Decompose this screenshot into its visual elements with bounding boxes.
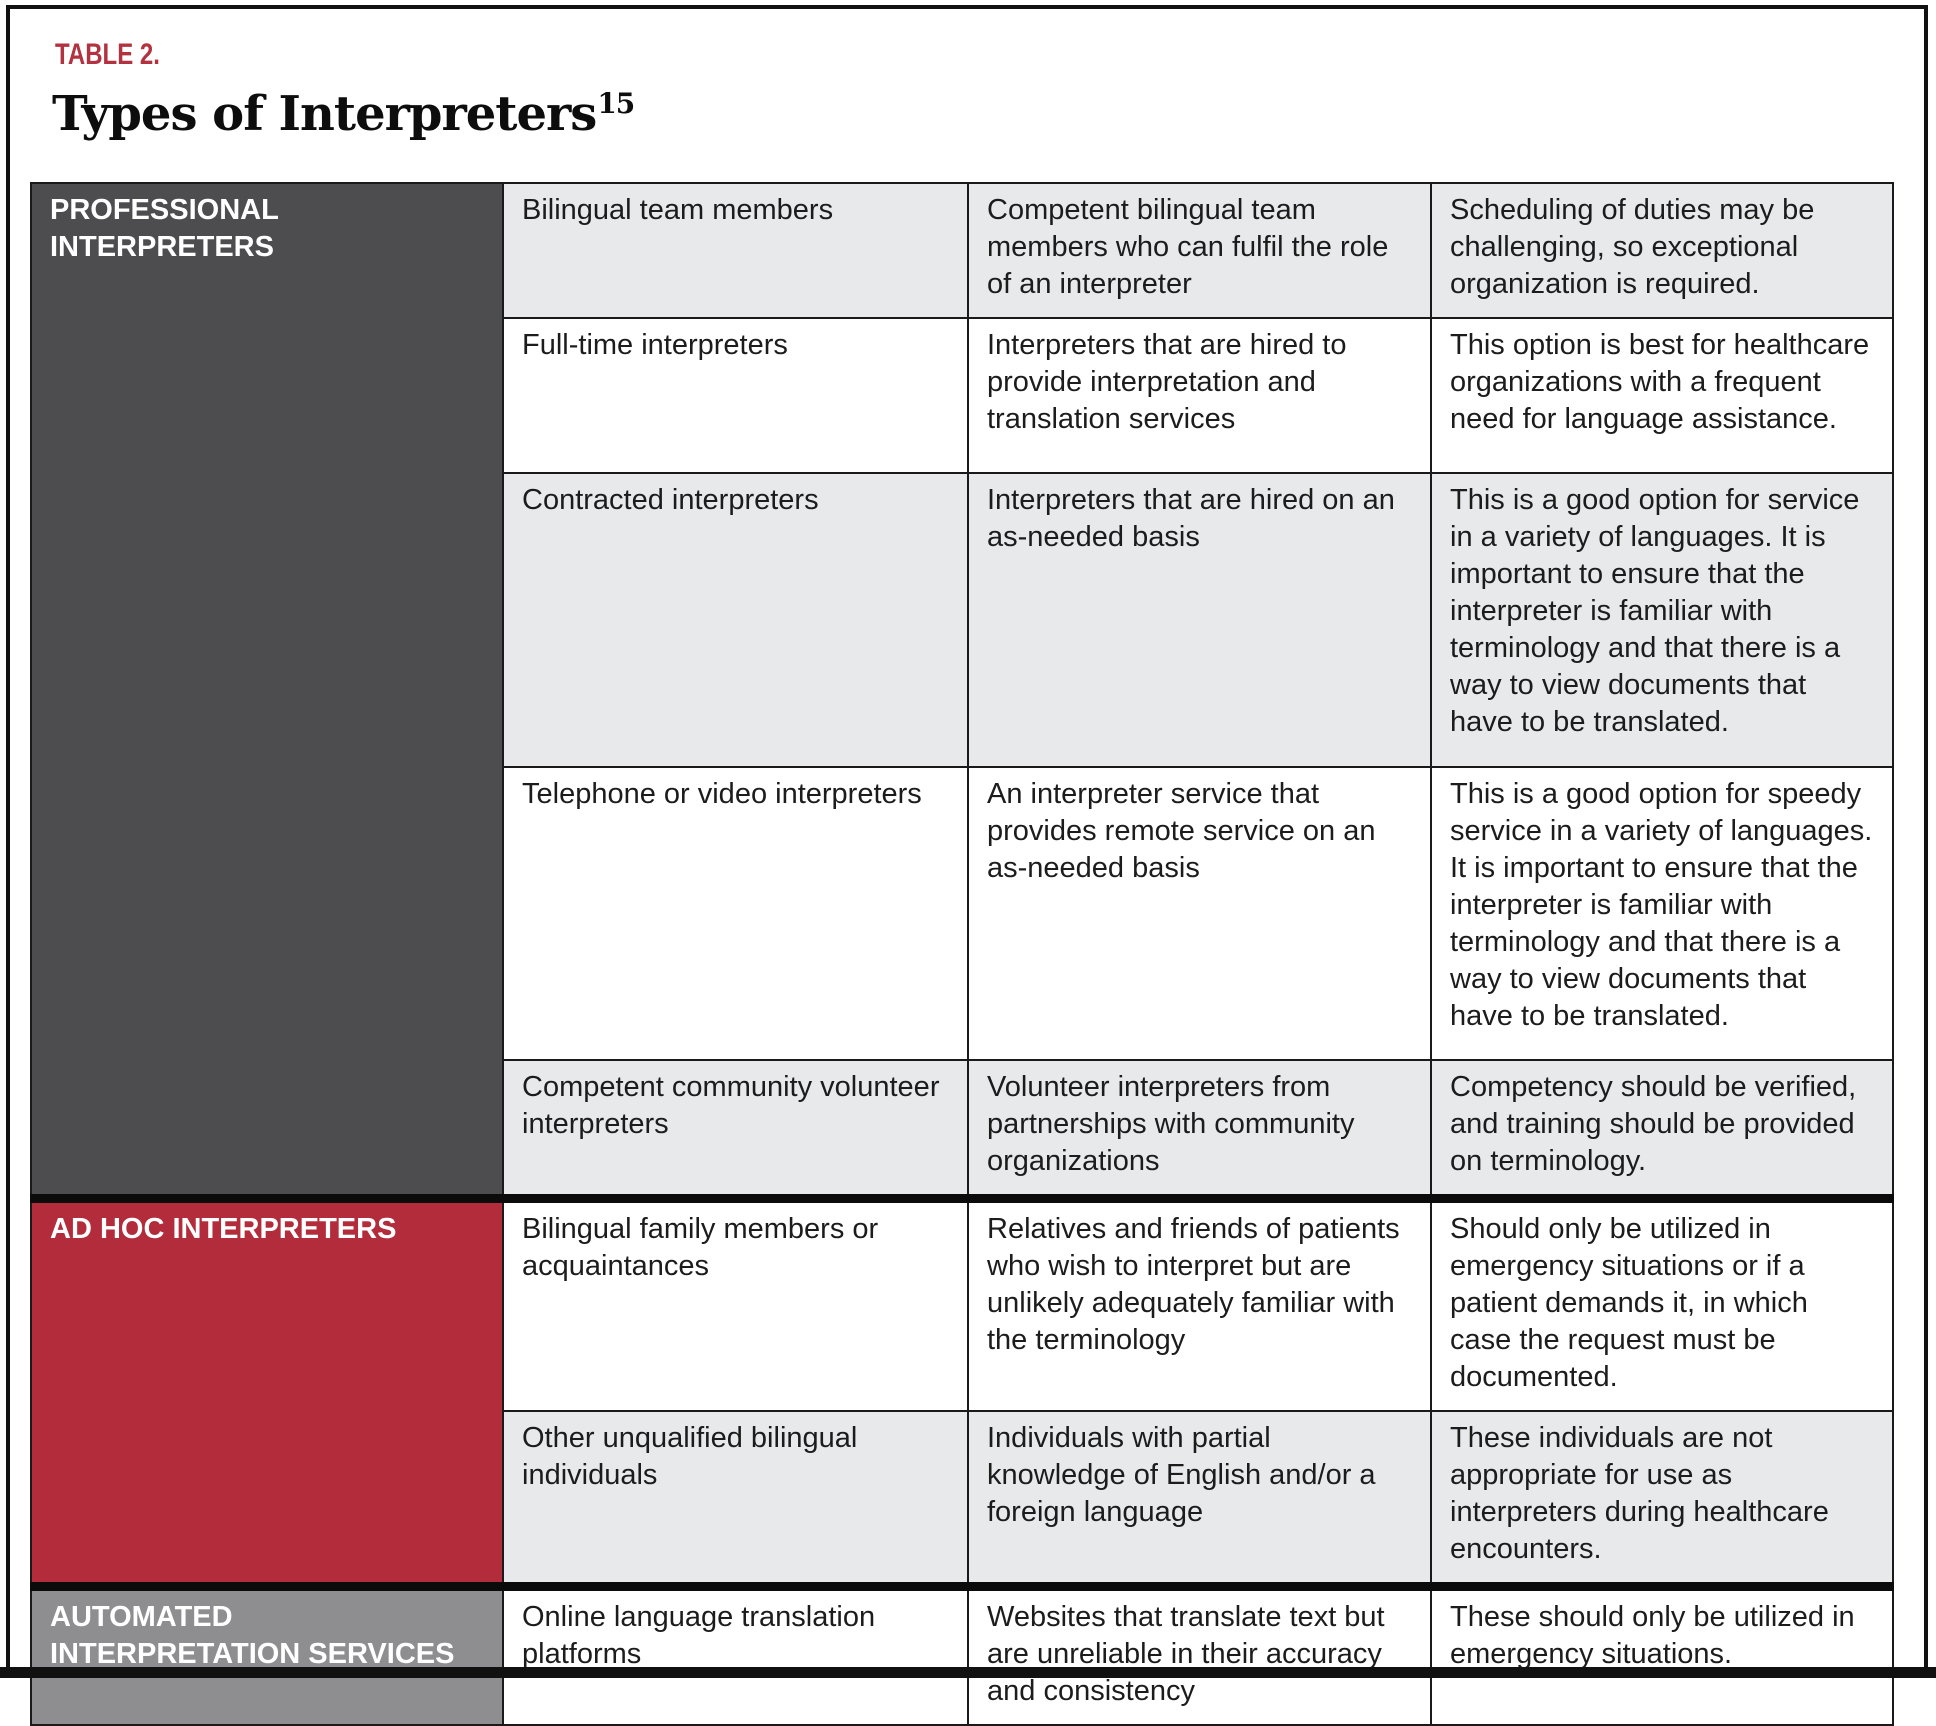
note-cell: Competency should be verified, and train… bbox=[1430, 1059, 1894, 1200]
description-cell: Websites that translate text but are unr… bbox=[967, 1582, 1432, 1726]
table-label: TABLE 2. bbox=[55, 38, 160, 71]
description-cell: Relatives and friends of patients who wi… bbox=[967, 1194, 1432, 1412]
type-cell: Online language translation platforms bbox=[502, 1582, 969, 1726]
description-cell: An interpreter service that provides rem… bbox=[967, 766, 1432, 1061]
table-row: Contracted interpreters Interpreters that… bbox=[31, 472, 1894, 768]
category-cell: PROFESSIONAL INTERPRETERS bbox=[30, 182, 504, 1200]
type-cell: Full-time interpreters bbox=[502, 317, 969, 474]
type-cell: Bilingual team members bbox=[502, 182, 969, 319]
page-title: Types of Interpreters15 bbox=[52, 86, 635, 142]
interpreters-table: PROFESSIONAL INTERPRETERS Bilingual team … bbox=[30, 182, 1894, 1726]
table-row: Competent community volunteer interprete… bbox=[31, 1059, 1894, 1200]
category-cell: AUTOMATED INTERPRETATION SERVICES bbox=[30, 1582, 504, 1726]
note-cell: This is a good option for service in a v… bbox=[1430, 472, 1894, 768]
description-cell: Interpreters that are hired to provide i… bbox=[967, 317, 1432, 474]
table-row: AUTOMATED INTERPRETATION SERVICES Online … bbox=[30, 1582, 1894, 1726]
page-title-footnote-ref: 15 bbox=[597, 87, 635, 120]
note-cell: These should only be utilized in emergen… bbox=[1430, 1582, 1894, 1726]
page-title-text: Types of Interpreters bbox=[52, 86, 597, 142]
type-cell: Other unqualified bilingual individuals bbox=[502, 1410, 969, 1588]
table-row: Other unqualified bilingual individuals I… bbox=[31, 1410, 1894, 1588]
note-cell: This is a good option for speedy service… bbox=[1430, 766, 1894, 1061]
table-row: Full-time interpreters Interpreters that … bbox=[31, 317, 1894, 474]
table-row: Telephone or video interpreters An interp… bbox=[31, 766, 1894, 1061]
description-cell: Individuals with partial knowledge of En… bbox=[967, 1410, 1432, 1588]
table-row: AD HOC INTERPRETERS Bilingual family memb… bbox=[30, 1194, 1894, 1588]
type-cell: Contracted interpreters bbox=[502, 472, 969, 768]
category-cell: AD HOC INTERPRETERS bbox=[30, 1194, 504, 1588]
type-cell: Bilingual family members or acquaintance… bbox=[502, 1194, 969, 1412]
note-cell: Should only be utilized in emergency sit… bbox=[1430, 1194, 1894, 1412]
type-cell: Competent community volunteer interprete… bbox=[502, 1059, 969, 1200]
note-cell: This option is best for healthcare organ… bbox=[1430, 317, 1894, 474]
description-cell: Volunteer interpreters from partnerships… bbox=[967, 1059, 1432, 1200]
description-cell: Interpreters that are hired on an as-nee… bbox=[967, 472, 1432, 768]
note-cell: Scheduling of duties may be challenging,… bbox=[1430, 182, 1894, 319]
type-cell: Telephone or video interpreters bbox=[502, 766, 969, 1061]
note-cell: These individuals are not appropriate fo… bbox=[1430, 1410, 1894, 1588]
table-row: PROFESSIONAL INTERPRETERS Bilingual team … bbox=[30, 182, 1894, 1200]
description-cell: Competent bilingual team members who can… bbox=[967, 182, 1432, 319]
bottom-rule bbox=[0, 1667, 1936, 1678]
